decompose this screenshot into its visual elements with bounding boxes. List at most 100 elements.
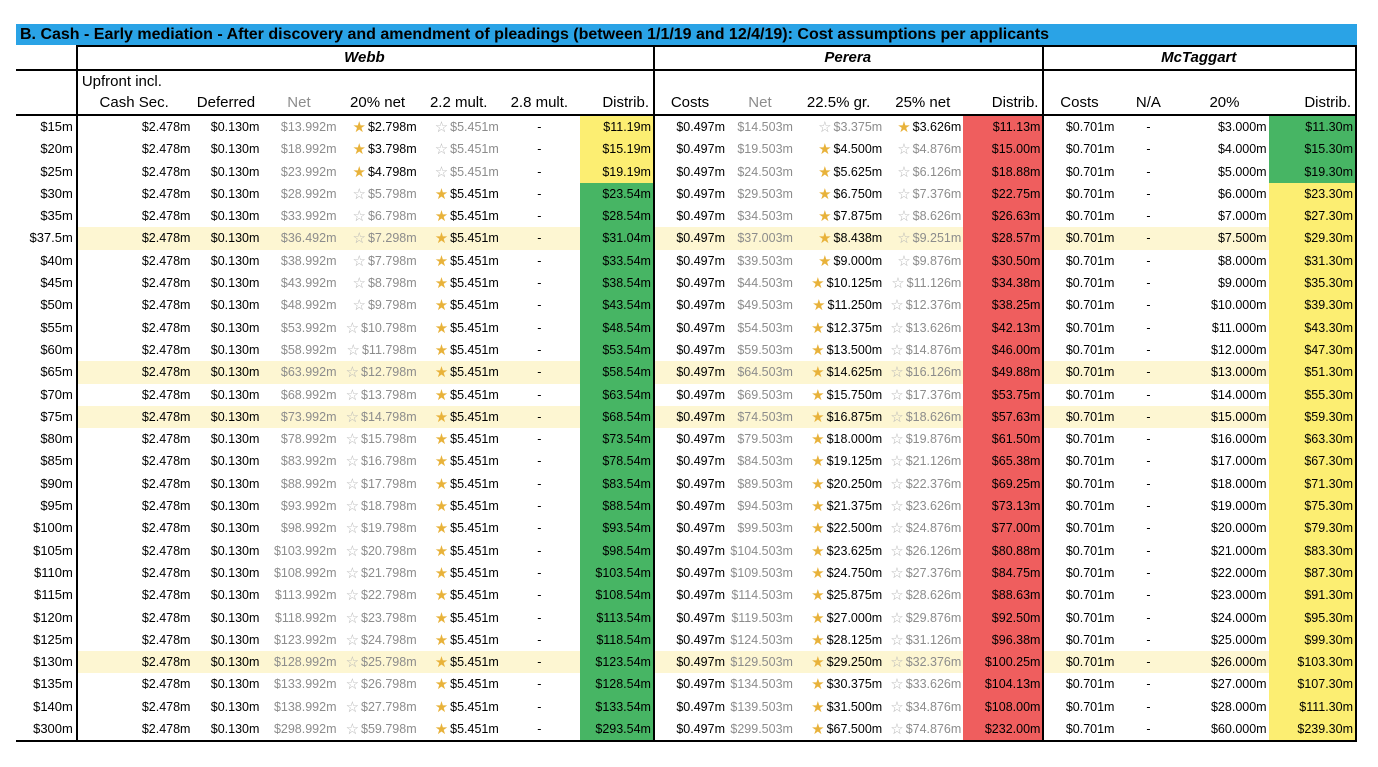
- mctaggart-distrib-value: $103.30m: [1297, 655, 1353, 670]
- mctaggart-na: -: [1116, 473, 1182, 495]
- row-label-value: $95m: [40, 498, 73, 514]
- webb-20-net: ☆ $7.798m: [339, 250, 419, 272]
- perera-costs-value: $0.497m: [676, 588, 725, 603]
- star-outline-icon: ☆: [345, 721, 360, 739]
- webb-20-net: ☆ $16.798m: [339, 450, 419, 472]
- perera-25-net: ☆ $32.376m: [884, 651, 964, 674]
- star-filled-icon: ★: [811, 609, 825, 627]
- mctaggart-distrib-value: $31.30m: [1304, 253, 1353, 268]
- webb-2-2-mult-value: $5.451m: [450, 253, 499, 268]
- row-label-value: $70m: [40, 386, 73, 402]
- webb-20-net: ☆ $12.798m: [338, 361, 419, 384]
- webb-deferred-value: $0.130m: [210, 164, 260, 179]
- perera-22-5-gr-value: $18.000m: [826, 432, 883, 447]
- webb-2-2-mult: ★ $5.451m: [419, 495, 501, 517]
- webb-2-8-mult-value: -: [537, 231, 542, 246]
- mctaggart-distrib-value: $29.30m: [1304, 231, 1353, 246]
- webb-2-8-mult: -: [500, 718, 580, 743]
- webb-distrib: $103.54m: [579, 561, 655, 585]
- mctaggart-na: -: [1116, 517, 1182, 539]
- webb-net-value: $98.992m: [280, 521, 337, 536]
- mctaggart-na-value: -: [1146, 186, 1151, 201]
- webb-upfront: $2.478m: [75, 673, 193, 696]
- perera-net-value: $54.503m: [737, 320, 793, 335]
- webb-net: $138.992m: [261, 696, 338, 718]
- mctaggart-distrib: $67.30m: [1268, 450, 1358, 473]
- mctaggart-20-value: $7.000m: [1217, 209, 1267, 224]
- mctaggart-costs-value: $0.701m: [1065, 476, 1115, 491]
- webb-net-value: $38.992m: [280, 253, 337, 268]
- star-filled-icon: ★: [434, 341, 449, 359]
- perera-distrib-value: $26.63m: [991, 209, 1041, 224]
- webb-20-net: ☆ $22.798m: [339, 584, 419, 606]
- webb-upfront-value: $2.478m: [141, 722, 191, 737]
- row-label-value: $20m: [40, 141, 73, 157]
- webb-20-net-value: $3.798m: [367, 142, 417, 157]
- table-row: $85m $2.478m $0.130m $83.992m ☆ $16.798m ★ $5.4…: [16, 450, 1358, 473]
- perera-costs: $0.497m: [654, 384, 727, 406]
- webb-2-8-mult: -: [501, 450, 580, 472]
- webb-2-8-mult-value: -: [537, 722, 542, 737]
- mctaggart-20: $27.000m: [1182, 673, 1268, 695]
- star-outline-icon: ☆: [345, 386, 360, 404]
- mctaggart-costs: $0.701m: [1043, 294, 1116, 316]
- webb-2-2-mult: ★ $5.451m: [418, 651, 501, 674]
- perera-net-value: $124.503m: [730, 632, 793, 647]
- mctaggart-20: $13.000m: [1182, 361, 1269, 384]
- webb-2-8-mult: -: [501, 272, 580, 294]
- mctaggart-distrib: $19.30m: [1268, 160, 1358, 183]
- webb-distrib: $43.54m: [579, 294, 655, 317]
- sheet-title: B. Cash - Early mediation - After discov…: [16, 24, 1357, 45]
- mctaggart-na-value: -: [1146, 298, 1151, 313]
- perera-25-net: ☆ $16.126m: [884, 361, 964, 384]
- webb-net: $36.492m: [261, 227, 339, 250]
- mctaggart-na-value: -: [1146, 387, 1151, 402]
- perera-distrib: $26.63m: [963, 205, 1045, 228]
- star-filled-icon: ★: [434, 319, 449, 337]
- webb-2-8-mult-value: -: [537, 454, 542, 469]
- webb-deferred-value: $0.130m: [210, 632, 260, 647]
- webb-2-2-mult: ☆ $5.451m: [419, 161, 501, 183]
- webb-2-8-mult: -: [500, 405, 580, 429]
- perera-costs: $0.497m: [654, 584, 727, 606]
- webb-net: $33.992m: [261, 205, 338, 227]
- webb-upfront-value: $2.478m: [141, 632, 191, 647]
- webb-net-value: $36.492m: [280, 231, 337, 246]
- mctaggart-distrib-value: $95.30m: [1304, 610, 1353, 625]
- perera-distrib-value: $69.25m: [991, 476, 1041, 491]
- webb-deferred: $0.130m: [192, 205, 261, 227]
- mctaggart-costs: $0.701m: [1043, 272, 1116, 294]
- star-outline-icon: ☆: [897, 208, 911, 226]
- mctaggart-20-value: $24.000m: [1210, 610, 1267, 625]
- webb-net-value: $63.992m: [280, 365, 337, 380]
- star-filled-icon: ★: [811, 275, 825, 293]
- webb-20-net: ☆ $20.798m: [339, 540, 419, 562]
- webb-net: $43.992m: [261, 272, 338, 294]
- webb-net-value: $113.992m: [274, 588, 337, 603]
- perera-25-net: ☆ $31.126m: [884, 629, 963, 651]
- perera-distrib: $65.38m: [963, 450, 1045, 473]
- star-filled-icon: ★: [818, 208, 832, 226]
- star-filled-icon: ★: [434, 676, 449, 694]
- row-label: $140m: [16, 696, 77, 718]
- mctaggart-na-value: -: [1146, 677, 1151, 692]
- webb-deferred: $0.130m: [192, 495, 261, 517]
- perera-distrib-value: $100.25m: [984, 655, 1041, 670]
- webb-2-8-mult-value: -: [537, 387, 542, 402]
- webb-2-2-mult: ★ $5.451m: [419, 272, 501, 294]
- perera-22-5-gr-value: $5.625m: [833, 164, 883, 179]
- webb-upfront-value: $2.478m: [141, 409, 191, 424]
- webb-2-8-mult-value: -: [537, 699, 542, 714]
- webb-20-net: ☆ $7.298m: [338, 227, 419, 250]
- webb-20-net: ☆ $26.798m: [339, 673, 419, 695]
- perera-25-net: ☆ $19.876m: [884, 428, 963, 450]
- perera-net: $299.503m: [727, 718, 795, 743]
- perera-net-value: $114.503m: [731, 588, 793, 603]
- webb-upfront: $2.478m: [75, 182, 193, 206]
- webb-2-8-mult: -: [501, 339, 580, 361]
- mctaggart-costs-value: $0.701m: [1065, 610, 1115, 625]
- webb-20-net: ☆ $10.798m: [339, 317, 419, 339]
- mctaggart-na-value: -: [1146, 565, 1151, 580]
- perera-22-5-gr: ★ $25.875m: [795, 584, 884, 606]
- webb-net-value: $13.992m: [280, 120, 337, 134]
